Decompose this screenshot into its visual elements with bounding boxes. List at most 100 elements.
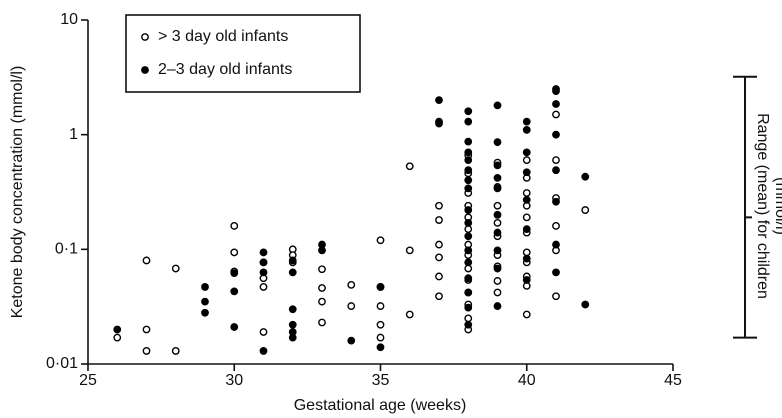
- point: [493, 101, 502, 110]
- point: [464, 137, 473, 146]
- point: [464, 148, 473, 157]
- point: [522, 310, 531, 319]
- point: [464, 206, 473, 214]
- point: [142, 256, 151, 265]
- point: [493, 277, 502, 285]
- point: [347, 302, 356, 310]
- point: [230, 323, 239, 331]
- point: [581, 172, 590, 181]
- legend-box: [125, 14, 361, 93]
- point: [288, 305, 297, 314]
- point: [288, 333, 297, 342]
- point: [201, 297, 209, 306]
- point: [230, 248, 239, 257]
- point: [230, 269, 239, 278]
- point: [552, 197, 560, 206]
- point: [464, 176, 473, 185]
- point: [552, 268, 560, 277]
- y-tick-label: 0·01: [46, 355, 78, 372]
- point: [552, 222, 560, 230]
- point: [171, 264, 180, 273]
- legend-label: 2–3 day old infants: [158, 61, 292, 78]
- point: [552, 292, 560, 301]
- point: [552, 240, 560, 249]
- point: [318, 297, 326, 306]
- y-tick-label: 0·1: [55, 241, 78, 258]
- point: [552, 166, 560, 175]
- point: [347, 336, 356, 345]
- point: [376, 236, 385, 245]
- range-label: (mmol/l): [772, 177, 782, 235]
- point: [435, 201, 443, 210]
- point: [259, 328, 268, 336]
- point: [142, 347, 151, 355]
- point: [259, 347, 268, 355]
- point: [581, 206, 590, 214]
- point: [522, 156, 531, 165]
- x-tick-label: 35: [372, 372, 390, 389]
- point: [464, 117, 473, 126]
- point: [318, 246, 326, 255]
- point: [376, 343, 385, 352]
- point: [230, 222, 239, 230]
- point: [493, 201, 502, 210]
- point: [288, 268, 297, 277]
- point: [376, 320, 385, 329]
- point: [259, 258, 268, 267]
- point: [464, 264, 473, 273]
- point: [522, 213, 531, 222]
- y-tick-label: 10: [60, 11, 78, 28]
- point: [493, 302, 502, 310]
- point: [318, 284, 326, 292]
- point: [376, 283, 385, 291]
- x-axis-label: Gestational age (weeks): [294, 397, 467, 414]
- point: [552, 110, 560, 119]
- point: [464, 225, 473, 234]
- point: [171, 347, 180, 355]
- point: [581, 300, 590, 309]
- point: [464, 166, 473, 175]
- point: [288, 256, 297, 265]
- range-label: Range (mean) for children: [754, 113, 771, 299]
- point: [376, 333, 385, 342]
- point: [552, 87, 560, 95]
- point: [493, 210, 502, 219]
- point: [493, 228, 502, 237]
- point: [522, 117, 531, 126]
- point: [142, 325, 151, 334]
- point: [493, 161, 502, 170]
- point: [464, 232, 473, 241]
- point: [318, 265, 326, 274]
- point: [464, 107, 473, 116]
- point: [522, 168, 531, 177]
- point: [493, 173, 502, 182]
- point: [522, 225, 531, 234]
- point: [493, 246, 502, 255]
- point: [493, 288, 502, 297]
- point: [113, 333, 122, 342]
- point: [435, 240, 443, 249]
- x-tick-label: 25: [79, 372, 97, 389]
- point: [318, 318, 326, 327]
- point: [552, 130, 560, 139]
- point: [259, 283, 268, 291]
- point: [522, 195, 531, 204]
- point: [435, 119, 443, 128]
- point: [288, 320, 297, 329]
- point: [522, 254, 531, 263]
- point: [522, 248, 531, 257]
- point: [552, 156, 560, 165]
- point: [113, 325, 122, 334]
- point: [435, 253, 443, 262]
- x-tick-label: 45: [664, 372, 682, 389]
- y-axis-label: Ketone body concentration (mmol/l): [9, 66, 26, 319]
- point: [552, 100, 560, 108]
- point: [493, 219, 502, 227]
- point: [493, 264, 502, 273]
- x-tick-label: 40: [518, 372, 536, 389]
- point: [464, 246, 473, 255]
- point: [376, 302, 385, 310]
- legend-marker: [141, 33, 149, 41]
- point: [435, 216, 443, 224]
